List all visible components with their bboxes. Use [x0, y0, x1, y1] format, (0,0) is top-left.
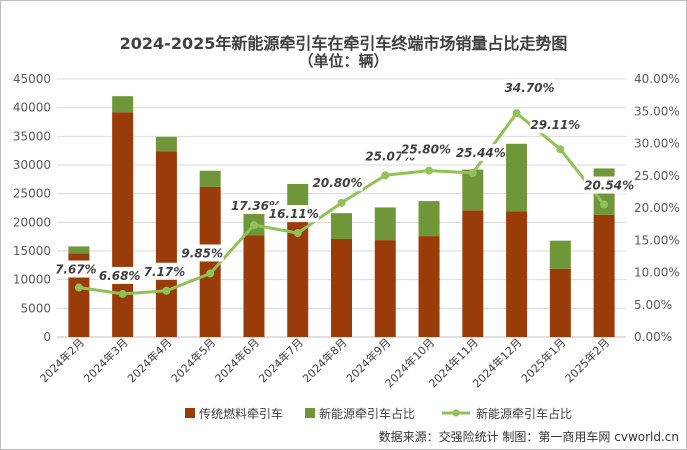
- bar-new-energy: [112, 96, 134, 113]
- x-tick-label: 2024年4月: [124, 335, 174, 385]
- y2-tick-label: 40.00%: [634, 72, 680, 86]
- share-marker: [556, 145, 565, 154]
- share-marker: [162, 286, 171, 295]
- data-label: 16.11%: [269, 207, 319, 221]
- data-label-bg: [530, 116, 581, 134]
- data-label-bg: [268, 205, 319, 223]
- y-tick-label: 15000: [13, 244, 51, 258]
- bar-traditional: [331, 238, 352, 337]
- data-label: 25.44%: [456, 146, 506, 160]
- y-tick-label: 20000: [13, 215, 51, 229]
- y-tick-label: 35000: [13, 129, 51, 143]
- y-tick-label: 25000: [13, 187, 51, 201]
- y-tick-label: 40000: [13, 101, 51, 115]
- data-label-bg: [98, 266, 142, 284]
- x-tick-label: 2024年7月: [256, 335, 306, 385]
- data-label: 7.17%: [144, 265, 186, 279]
- x-tick-label: 2024年5月: [168, 335, 218, 385]
- share-marker: [293, 229, 302, 238]
- bar-new-energy: [462, 169, 484, 211]
- bar-new-energy: [418, 201, 440, 237]
- bar-traditional: [243, 235, 265, 337]
- share-marker: [600, 200, 609, 209]
- data-label: 7.67%: [55, 263, 97, 277]
- legend-swatch-marker: [452, 409, 460, 417]
- share-marker: [249, 221, 258, 230]
- bar-traditional: [549, 268, 571, 337]
- data-label: 29.11%: [530, 118, 580, 132]
- data-label: 34.70%: [505, 81, 555, 95]
- y-tick-label: 5000: [20, 301, 51, 315]
- data-label-bg: [312, 173, 363, 191]
- y-tick-label: 45000: [13, 72, 51, 86]
- data-label: 20.54%: [584, 179, 634, 193]
- y2-tick-label: 0.00%: [634, 330, 672, 344]
- share-marker: [74, 283, 83, 292]
- chart-subtitle: （单位：辆）: [298, 52, 389, 70]
- bar-new-energy: [287, 183, 309, 210]
- bar-new-energy: [374, 207, 396, 241]
- y2-tick-label: 35.00%: [634, 104, 680, 118]
- bar-traditional: [287, 209, 309, 337]
- y-tick-label: 30000: [13, 158, 51, 172]
- bar-traditional: [418, 236, 440, 337]
- bar-new-energy: [68, 246, 90, 254]
- x-tick-label: 2024年8月: [299, 335, 349, 385]
- bar-traditional: [506, 211, 528, 337]
- bar-new-energy: [506, 143, 528, 212]
- y2-tick-label: 10.00%: [634, 266, 680, 280]
- data-label-bg: [400, 140, 452, 158]
- x-tick-label: 2024年3月: [81, 335, 131, 385]
- data-label-bg: [455, 143, 507, 161]
- legend-label: 新能源牵引车占比: [319, 406, 415, 421]
- share-marker: [425, 166, 434, 175]
- share-marker: [337, 198, 346, 207]
- y2-tick-label: 20.00%: [634, 201, 680, 215]
- data-label: 20.80%: [313, 176, 363, 190]
- data-label: 17.36%: [231, 199, 281, 213]
- data-label: 9.85%: [181, 246, 223, 260]
- data-label-bg: [583, 176, 635, 194]
- share-marker: [512, 109, 521, 118]
- x-tick-label: 2024年6月: [212, 335, 262, 385]
- y-tick-label: 0: [43, 330, 51, 344]
- legend-label: 新能源牵引车占比: [476, 406, 572, 421]
- x-tick-label: 2025年2月: [562, 335, 612, 385]
- bar-new-energy: [199, 170, 221, 187]
- share-marker: [118, 289, 127, 298]
- bar-new-energy: [549, 240, 571, 269]
- bar-traditional: [112, 112, 134, 338]
- data-label: 25.80%: [401, 143, 451, 157]
- data-label: 6.68%: [99, 269, 141, 283]
- data-label-bg: [54, 260, 98, 278]
- bar-traditional: [593, 214, 615, 337]
- legend-label: 传统燃料牵引车: [199, 406, 283, 421]
- y2-tick-label: 25.00%: [634, 169, 680, 183]
- legend-swatch-traditional: [185, 408, 195, 418]
- y2-tick-label: 30.00%: [634, 137, 680, 151]
- y2-tick-label: 15.00%: [634, 233, 680, 247]
- bar-traditional: [155, 151, 177, 337]
- bar-traditional: [462, 210, 484, 337]
- x-tick-label: 2025年1月: [518, 335, 568, 385]
- y2-tick-label: 5.00%: [634, 298, 672, 312]
- data-source-note: 数据来源：交强险统计 制图：第一商用车网 cvworld.cn: [378, 430, 679, 444]
- share-marker: [381, 171, 390, 180]
- bar-new-energy: [155, 136, 177, 152]
- data-label-bg: [142, 262, 186, 280]
- data-label-bg: [504, 79, 555, 97]
- bar-new-energy: [331, 213, 352, 239]
- y-tick-label: 10000: [13, 273, 51, 287]
- chart-title: 2024-2025年新能源牵引车在牵引车终端市场销量占比走势图: [119, 34, 568, 53]
- data-label-bg: [180, 244, 224, 262]
- legend-swatch-new-energy: [305, 408, 315, 418]
- share-marker: [468, 168, 477, 177]
- bar-traditional: [374, 240, 396, 337]
- share-marker: [206, 269, 215, 278]
- bar-traditional: [199, 186, 221, 337]
